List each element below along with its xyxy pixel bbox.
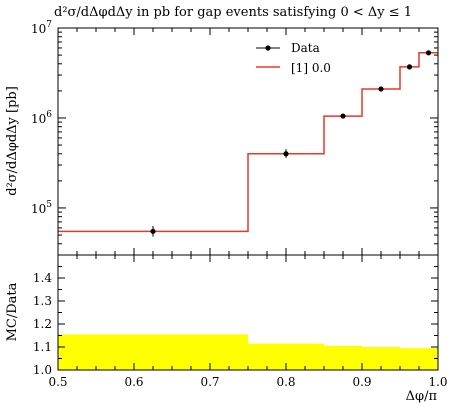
main-panel: 105 106 107 d²σ/dΔφdΔy [pb] Data [1] 0.0 [5, 20, 439, 256]
x-tick-label: 0.9 [352, 375, 371, 389]
data-point [150, 228, 156, 234]
legend-mc-label: [1] 0.0 [291, 61, 331, 75]
legend: Data [1] 0.0 [256, 41, 331, 75]
x-tick-label: 0.8 [276, 375, 295, 389]
ratio-y-tick-label: 1.1 [33, 340, 52, 354]
x-tick-label: 0.5 [48, 375, 67, 389]
ratio-band-bin [324, 345, 362, 370]
ratio-y-tick-label: 1.2 [33, 317, 52, 331]
data-point [425, 50, 432, 56]
ratio-y-axis-label: MC/Data [5, 282, 20, 341]
ratio-panel: 0.5 0.6 0.7 0.8 0.9 1.0 1.0 1.1 1.2 1.3 1.4 MC/Dat… [5, 254, 448, 404]
main-y-tick-label: 107 [31, 20, 52, 36]
x-tick-label: 0.6 [124, 375, 143, 389]
x-axis-label: Δφ/π [406, 389, 438, 404]
ratio-y-tick-label: 1.3 [33, 294, 52, 308]
ratio-y-tick-label: 1.0 [33, 363, 52, 377]
chart-title: d²σ/dΔφdΔy in pb for gap events satisfyi… [54, 5, 412, 20]
main-y-tick-label: 106 [31, 110, 52, 126]
ratio-band-bin [362, 347, 400, 370]
data-point [406, 64, 413, 70]
x-tick-label: 1.0 [428, 375, 447, 389]
legend-data-label: Data [291, 41, 320, 55]
ratio-band-bin [400, 348, 419, 370]
mc-step-line [58, 52, 438, 233]
ratio-y-tick-label: 1.4 [33, 271, 52, 285]
main-y-axis-label: d²σ/dΔφdΔy [pb] [5, 86, 20, 196]
x-tick-label: 0.7 [200, 375, 219, 389]
data-point [283, 151, 289, 157]
legend-data-marker [265, 45, 271, 51]
ratio-band-bin [58, 334, 248, 370]
main-y-tick-label: 105 [31, 200, 52, 216]
data-point [378, 86, 384, 92]
ratio-band-bin [419, 348, 438, 370]
data-point [340, 113, 346, 119]
